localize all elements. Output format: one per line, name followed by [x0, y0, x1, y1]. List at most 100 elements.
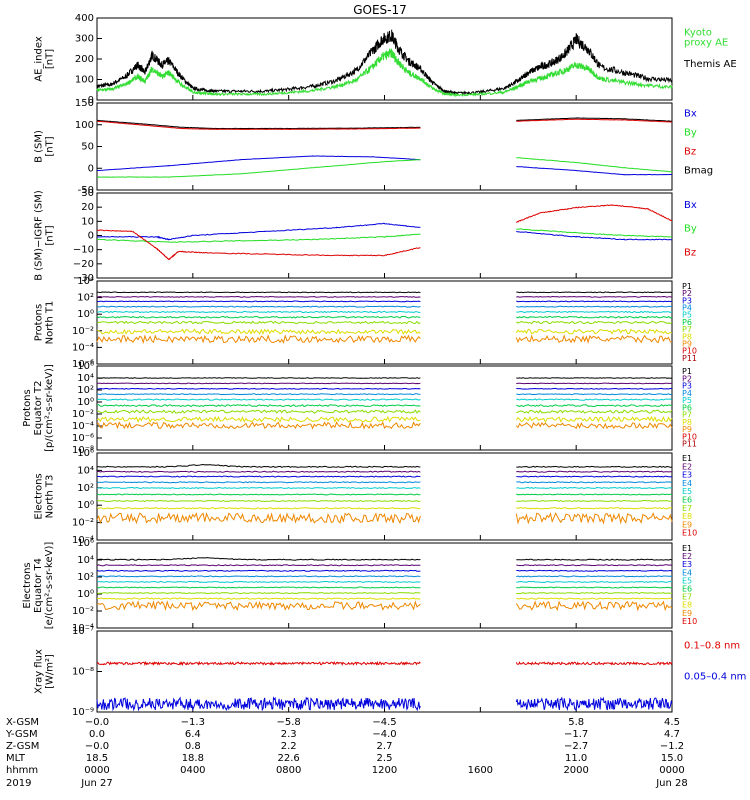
flux-line — [96, 415, 421, 423]
ephemeris-value: Jun 28 — [655, 778, 688, 789]
ephemeris-row-label: X-GSM — [6, 717, 39, 728]
flux-line — [516, 575, 673, 578]
flux-line — [96, 493, 421, 496]
y-tick-label: 10⁰ — [77, 589, 94, 600]
legend-entry: P6 — [682, 403, 692, 412]
flux-line — [96, 575, 421, 578]
y-tick-label: 10⁶ — [77, 448, 94, 459]
y-tick-label: 10⁻⁴ — [72, 535, 94, 546]
series-line — [96, 233, 421, 243]
legend-entry: 0.1–0.8 nm — [684, 640, 740, 651]
flux-line — [516, 507, 673, 510]
flux-line — [515, 421, 673, 430]
y-axis-label: Xray flux [W/m²] — [34, 649, 56, 694]
flux-line — [97, 580, 421, 583]
flux-line — [516, 481, 673, 484]
flux-line — [96, 696, 421, 712]
flux-line — [516, 586, 673, 589]
series-line — [96, 159, 421, 178]
y-tick-label: 30 — [81, 188, 94, 199]
y-tick-label: 10⁴ — [77, 373, 94, 384]
flux-line — [96, 660, 421, 667]
flux-line — [96, 597, 421, 600]
series-line — [96, 29, 673, 96]
flux-line — [97, 463, 421, 468]
y-tick-label: 10² — [77, 385, 94, 396]
flux-line — [96, 592, 421, 595]
flux-line — [97, 310, 421, 314]
flux-line — [96, 421, 421, 430]
series-line — [96, 48, 673, 98]
y-tick-label: −10 — [73, 245, 94, 256]
ephemeris-value: −0.0 — [85, 741, 109, 752]
y-axis-label-line: North T1 — [45, 301, 56, 345]
y-axis-label: Protons Equator T2 [p/(cm²-s-sr-keV)] — [22, 364, 55, 452]
legend-entry: P7 — [682, 411, 692, 420]
legend-entry: P3 — [682, 296, 692, 305]
y-tick-label: 300 — [75, 34, 94, 45]
flux-line — [516, 377, 673, 379]
ephemeris-row-label: MLT — [6, 753, 26, 764]
series-line — [515, 204, 673, 223]
flux-line — [516, 465, 673, 468]
ephemeris-axis: X-GSMY-GSMZ-GSMMLThhmm2019−0.00.0−0.018.… — [5, 717, 688, 789]
flux-line — [96, 393, 421, 396]
ephemeris-value: Jun 27 — [80, 778, 113, 789]
legend-entry: P11 — [682, 440, 697, 449]
flux-line — [515, 334, 673, 344]
series-line — [96, 229, 421, 261]
panel-frame — [96, 102, 673, 191]
ephemeris-value: 0000 — [659, 765, 684, 776]
legend-entry: By — [684, 128, 697, 139]
legend-entry: Kyoto — [684, 27, 712, 38]
legend-entry: Bmag — [684, 165, 713, 176]
legend-entry: E10 — [682, 617, 697, 626]
flux-line — [516, 486, 672, 489]
y-tick-label: 150 — [75, 98, 94, 109]
ephemeris-value: 1600 — [468, 765, 493, 776]
ephemeris-row-label: Y-GSM — [5, 729, 38, 740]
panel-frame — [96, 192, 673, 279]
flux-line — [516, 499, 673, 502]
flux-line — [96, 387, 421, 390]
flux-line — [97, 382, 421, 385]
legend-entry: E9 — [682, 609, 692, 618]
ephemeris-row-label: Z-GSM — [6, 741, 39, 752]
flux-line — [515, 415, 673, 423]
flux-line — [516, 320, 673, 325]
legend-entry: P10 — [682, 432, 697, 441]
y-tick-label: 0 — [88, 163, 94, 174]
flux-line — [96, 305, 421, 308]
flux-line — [96, 315, 421, 319]
flux-line — [516, 475, 673, 478]
flux-line — [516, 404, 673, 408]
y-axis-label-line: B (SM) — [34, 130, 45, 163]
flux-line — [516, 382, 673, 385]
y-axis-label-line: [nT] — [45, 136, 56, 156]
y-axis-label-line: Xray flux — [34, 649, 45, 694]
y-tick-label: −30 — [73, 273, 94, 284]
legend-entry: P1 — [682, 282, 692, 291]
y-tick-label: 0 — [88, 231, 94, 242]
ephemeris-value: −4.0 — [372, 729, 396, 740]
y-axis-label: Protons North T1 — [34, 301, 56, 345]
y-tick-label: 10² — [77, 293, 94, 304]
y-axis-label: B (SM)−IGRF (SM) [nT] — [34, 190, 56, 281]
flux-line — [516, 558, 673, 561]
panel-frame — [96, 17, 673, 101]
flux-line — [516, 569, 673, 572]
flux-line — [516, 291, 673, 294]
flux-line — [516, 597, 673, 600]
ephemeris-value: 18.5 — [86, 753, 108, 764]
series-line — [516, 118, 672, 123]
legend-entry: E8 — [682, 601, 692, 610]
y-tick-label: 10⁻⁸ — [72, 445, 94, 456]
flux-line — [96, 569, 421, 572]
legend-entry: E7 — [682, 504, 692, 513]
legend-entry: P9 — [682, 425, 692, 434]
legend-entry: P4 — [682, 389, 692, 398]
ephemeris-value: 0800 — [276, 765, 301, 776]
